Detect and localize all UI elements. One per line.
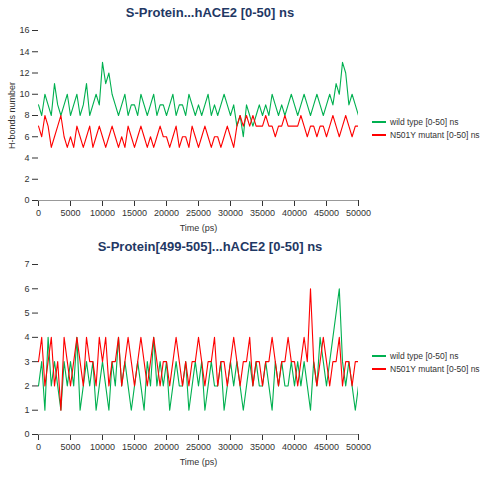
svg-text:5000: 5000	[60, 208, 80, 218]
html-text:N501Y mutant [0-50] ns: N501Y mutant [0-50] ns	[390, 363, 480, 374]
svg-text:45000: 45000	[314, 208, 339, 218]
svg-text:0: 0	[24, 429, 29, 439]
svg-text:16: 16	[19, 25, 29, 35]
svg-text:4: 4	[24, 332, 29, 342]
html-text:S-Protein[499-505]...hACE2 [0-: S-Protein[499-505]...hACE2 [0-50] ns	[97, 239, 323, 254]
svg-text:20000: 20000	[154, 442, 179, 452]
svg-text:25000: 25000	[186, 442, 211, 452]
svg-text:Time (ps): Time (ps)	[180, 457, 218, 467]
svg-text:7: 7	[24, 259, 29, 269]
svg-text:6: 6	[24, 284, 29, 294]
html-text:wild type [0-50] ns: wild type [0-50] ns	[390, 350, 459, 361]
svg-text:H-bonds number: H-bonds number	[7, 82, 17, 149]
svg-text:25000: 25000	[186, 208, 211, 218]
svg-text:0: 0	[24, 195, 29, 205]
svg-text:35000: 35000	[250, 208, 275, 218]
svg-text:2: 2	[24, 381, 29, 391]
svg-text:20000: 20000	[154, 208, 179, 218]
svg-text:50000: 50000	[346, 442, 371, 452]
svg-text:35000: 35000	[250, 442, 275, 452]
svg-text:15000: 15000	[122, 208, 147, 218]
svg-text:14: 14	[19, 47, 29, 57]
html-text:wild type [0-50] ns: wild type [0-50] ns	[390, 116, 459, 127]
svg-text:0: 0	[36, 442, 41, 452]
svg-text:0: 0	[36, 208, 41, 218]
svg-text:8: 8	[24, 110, 29, 120]
svg-text:Time (ps): Time (ps)	[180, 223, 218, 233]
svg-text:6: 6	[24, 132, 29, 142]
svg-text:3: 3	[24, 357, 29, 367]
svg-text:10: 10	[19, 89, 29, 99]
svg-text:10000: 10000	[90, 208, 115, 218]
html-text:S-Protein...hACE2 [0-50] ns: S-Protein...hACE2 [0-50] ns	[125, 5, 295, 20]
svg-text:30000: 30000	[218, 208, 243, 218]
svg-text:40000: 40000	[282, 208, 307, 218]
svg-text:40000: 40000	[282, 442, 307, 452]
svg-text:1: 1	[24, 405, 29, 415]
svg-text:15000: 15000	[122, 442, 147, 452]
svg-text:10000: 10000	[90, 442, 115, 452]
html-text:N501Y mutant [0-50] ns: N501Y mutant [0-50] ns	[390, 129, 480, 140]
svg-text:45000: 45000	[314, 442, 339, 452]
svg-text:4: 4	[24, 153, 29, 163]
svg-text:30000: 30000	[218, 442, 243, 452]
svg-text:5: 5	[24, 308, 29, 318]
svg-text:5000: 5000	[60, 442, 80, 452]
svg-text:12: 12	[19, 68, 29, 78]
svg-text:50000: 50000	[346, 208, 371, 218]
svg-text:2: 2	[24, 174, 29, 184]
